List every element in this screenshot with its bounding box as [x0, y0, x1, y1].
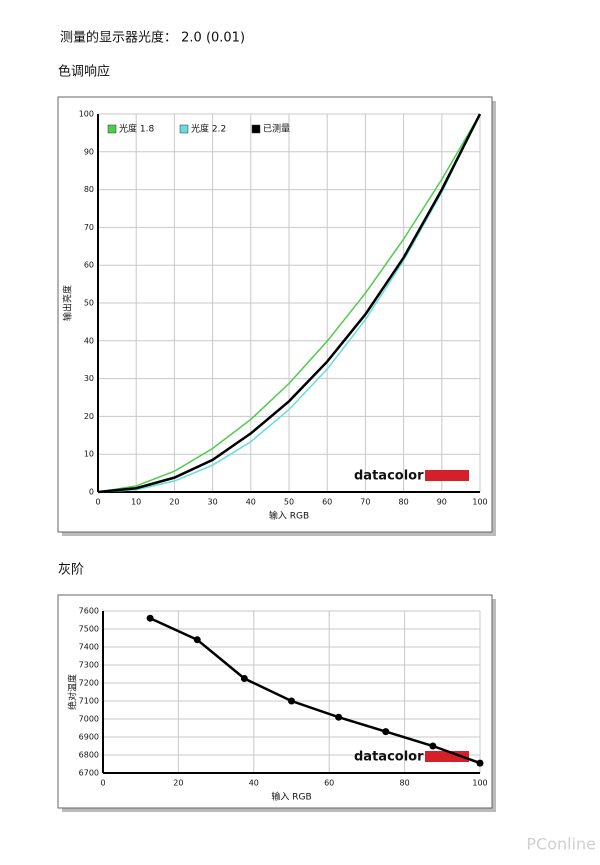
y-tick-label: 40: [84, 336, 94, 345]
x-tick-label: 60: [322, 498, 332, 507]
x-tick-label: 100: [472, 779, 487, 788]
x-tick-label: 20: [173, 779, 183, 788]
y-tick-label: 10: [84, 450, 94, 459]
legend-swatch: [179, 124, 189, 134]
y-tick-label: 7200: [79, 679, 99, 688]
x-tick-label: 40: [246, 498, 256, 507]
y-tick-label: 0: [89, 488, 94, 497]
y-tick-label: 20: [84, 412, 94, 421]
data-point: [288, 697, 295, 705]
data-line: [149, 617, 481, 765]
data-point: [429, 742, 437, 750]
y-tick-label: 7600: [79, 607, 99, 616]
watermark: PConline: [526, 835, 596, 854]
legend-swatch: [251, 124, 261, 134]
y-axis-label: 输出亮度: [62, 285, 74, 321]
y-tick-label: 60: [84, 261, 94, 270]
y-tick-label: 7100: [79, 697, 99, 706]
y-tick-label: 7500: [79, 625, 99, 634]
data-point: [476, 759, 484, 767]
section-title: 灰阶: [58, 563, 84, 578]
data-point: [146, 614, 154, 622]
x-tick-label: 20: [169, 498, 179, 507]
x-tick-label: 0: [100, 779, 105, 788]
data-line: [97, 113, 481, 493]
chart-box: [57, 96, 493, 533]
y-tick-label: 100: [79, 110, 94, 119]
x-tick-label: 0: [95, 498, 100, 507]
data-point: [193, 636, 201, 644]
y-tick-label: 6700: [79, 769, 99, 778]
y-tick-label: 80: [84, 185, 94, 194]
data-line: [97, 113, 481, 493]
data-point: [382, 728, 390, 736]
legend-swatch: [107, 124, 117, 134]
legend-label: 已测量: [263, 124, 290, 135]
data-line: [97, 113, 482, 494]
x-axis-label: 输入 RGB: [269, 510, 309, 522]
x-tick-label: 50: [284, 498, 294, 507]
measured-gamma: 测量的显示器光度： 2.0 (0.01): [60, 30, 245, 46]
y-tick-label: 70: [84, 223, 94, 232]
x-tick-label: 90: [437, 498, 447, 507]
x-tick-label: 60: [324, 779, 334, 788]
brand-logo: datacolor: [354, 469, 424, 484]
x-tick-label: 70: [360, 498, 370, 507]
x-tick-label: 80: [400, 779, 410, 788]
brand-logo: datacolor: [354, 750, 424, 765]
x-axis-label: 输入 RGB: [271, 791, 311, 803]
section-title: 色调响应: [58, 64, 110, 80]
x-tick-label: 10: [131, 498, 141, 507]
y-tick-label: 90: [84, 147, 94, 156]
data-point: [240, 675, 248, 682]
y-tick-label: 30: [84, 374, 94, 383]
brand-bar: [425, 470, 469, 481]
y-tick-label: 7300: [79, 661, 99, 670]
y-tick-label: 7400: [79, 643, 99, 652]
brand-bar: [425, 751, 469, 762]
y-axis-label: 绝对温度: [67, 674, 79, 710]
x-tick-label: 100: [472, 498, 487, 507]
y-tick-label: 50: [84, 299, 94, 308]
data-point: [335, 713, 343, 721]
x-tick-label: 30: [208, 498, 218, 507]
y-tick-label: 6900: [79, 733, 99, 742]
legend-label: 光度 2.2: [191, 123, 226, 135]
legend-label: 光度 1.8: [119, 123, 154, 135]
x-tick-label: 40: [249, 779, 259, 788]
y-tick-label: 7000: [79, 715, 99, 724]
x-tick-label: 80: [399, 498, 409, 507]
y-tick-label: 6800: [79, 751, 99, 760]
